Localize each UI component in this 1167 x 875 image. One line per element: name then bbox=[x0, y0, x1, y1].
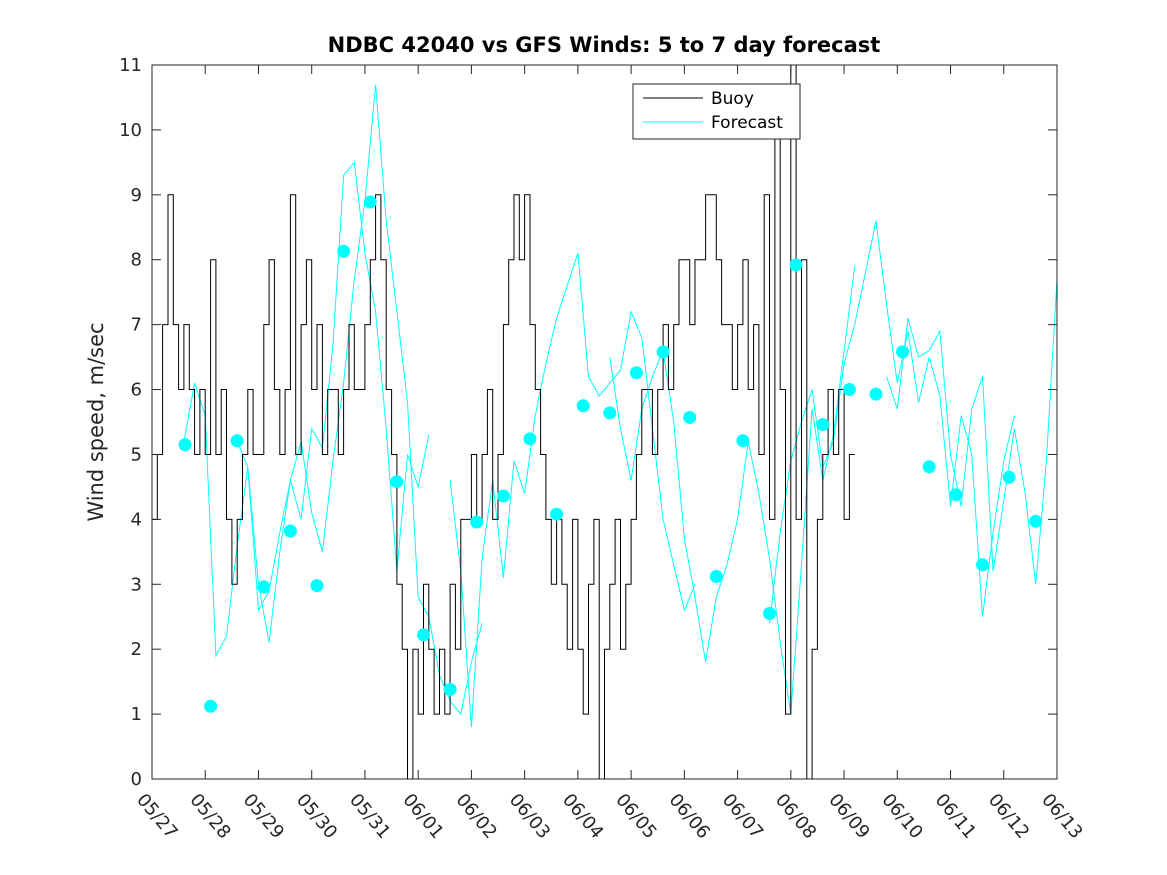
legend-forecast-label: Forecast bbox=[711, 113, 783, 133]
legend-box bbox=[632, 83, 801, 140]
forecast-point bbox=[656, 345, 670, 359]
forecast-point bbox=[816, 418, 830, 432]
y-tick-label: 1 bbox=[131, 704, 142, 725]
y-tick-label: 9 bbox=[131, 185, 142, 206]
forecast-line-6 bbox=[886, 279, 1058, 585]
forecast-point bbox=[789, 258, 803, 272]
x-tick-label: 06/07 bbox=[718, 790, 767, 843]
forecast-point bbox=[1002, 470, 1016, 484]
y-tick-label: 10 bbox=[119, 120, 142, 141]
y-tick-label: 6 bbox=[131, 380, 142, 401]
x-tick-label: 06/09 bbox=[824, 790, 873, 843]
x-tick-label: 06/12 bbox=[984, 790, 1033, 843]
y-tick-label: 11 bbox=[119, 55, 142, 76]
x-tick-label: 06/04 bbox=[558, 790, 607, 843]
x-tick-label: 06/03 bbox=[505, 790, 554, 843]
y-tick-label: 3 bbox=[131, 574, 142, 595]
plot-frame bbox=[151, 64, 1058, 780]
y-tick-label: 4 bbox=[131, 509, 142, 530]
forecast-point bbox=[496, 489, 510, 503]
forecast-point bbox=[178, 438, 192, 452]
forecast-point bbox=[417, 628, 430, 642]
buoy-line bbox=[152, 64, 855, 780]
x-tick-label: 05/27 bbox=[132, 790, 181, 843]
x-tick-label: 05/28 bbox=[185, 790, 234, 843]
x-tick-label: 05/31 bbox=[345, 790, 394, 843]
x-tick-label: 05/29 bbox=[239, 790, 288, 843]
legend: Buoy Forecast bbox=[632, 83, 801, 140]
forecast-point bbox=[896, 345, 910, 359]
forecast-point bbox=[204, 699, 218, 713]
forecast-point bbox=[257, 580, 271, 594]
x-tick-label: 06/01 bbox=[398, 790, 447, 843]
forecast-point bbox=[763, 607, 776, 620]
forecast-point bbox=[230, 434, 244, 448]
x-tick-label: 06/02 bbox=[452, 790, 501, 843]
forecast-point bbox=[736, 434, 750, 448]
forecast-point bbox=[443, 682, 457, 696]
forecast-point bbox=[709, 570, 723, 583]
x-tick-label: 05/30 bbox=[292, 790, 341, 843]
y-tick-label: 8 bbox=[131, 250, 142, 271]
forecast-point bbox=[283, 524, 297, 538]
x-tick-label: 06/10 bbox=[877, 790, 926, 843]
forecast-point bbox=[869, 387, 883, 401]
x-tick-label: 06/05 bbox=[611, 790, 660, 843]
y-tick-label: 0 bbox=[131, 769, 142, 790]
forecast-line-2 bbox=[236, 84, 483, 716]
y-tick-label: 7 bbox=[131, 315, 142, 336]
x-tick-label: 06/11 bbox=[931, 790, 980, 843]
x-tick-label: 06/06 bbox=[665, 790, 714, 843]
forecast-line-3 bbox=[449, 253, 696, 728]
forecast-line-4 bbox=[609, 266, 856, 715]
forecast-point bbox=[603, 406, 617, 420]
forecast-point bbox=[949, 488, 963, 502]
forecast-point bbox=[976, 558, 989, 572]
y-tick-label: 2 bbox=[131, 639, 142, 660]
x-tick-label: 06/08 bbox=[771, 790, 820, 843]
forecast-point bbox=[390, 475, 404, 489]
forecast-point bbox=[310, 579, 324, 593]
y-axis-label: Wind speed, m/sec bbox=[84, 322, 108, 521]
y-tick-label: 5 bbox=[131, 444, 142, 465]
forecast-point bbox=[922, 460, 936, 474]
forecast-point bbox=[842, 383, 856, 396]
forecast-point bbox=[363, 195, 377, 209]
forecast-line-5 bbox=[769, 220, 1015, 624]
forecast-point bbox=[523, 432, 537, 446]
forecast-point bbox=[629, 366, 643, 380]
forecast-point bbox=[683, 411, 697, 424]
forecast-point bbox=[1029, 514, 1043, 528]
legend-buoy-label: Buoy bbox=[711, 89, 754, 109]
forecast-point bbox=[337, 244, 351, 258]
x-tick-label: 06/13 bbox=[1037, 790, 1086, 843]
forecast-point bbox=[576, 399, 590, 413]
forecast-point bbox=[470, 515, 484, 529]
chart-title: NDBC 42040 vs GFS Winds: 5 to 7 day fore… bbox=[328, 33, 881, 57]
forecast-point bbox=[550, 507, 564, 521]
